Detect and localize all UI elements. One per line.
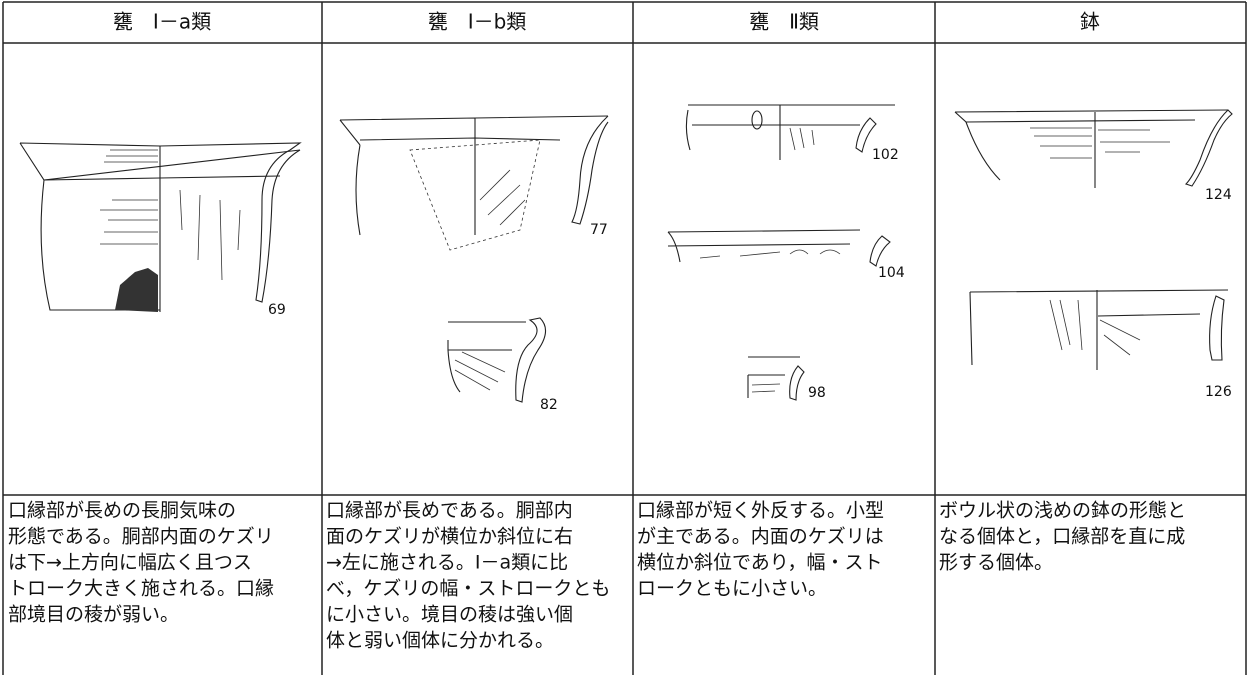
description-line: 口縁部が長めである。胴部内 <box>326 500 573 522</box>
figure-number: 104 <box>878 265 905 281</box>
description-line: トローク大きく施される。口縁 <box>8 578 274 600</box>
description-line: ロークともに小さい。 <box>637 578 827 600</box>
figure-number: 98 <box>808 385 826 401</box>
figure-number: 77 <box>590 222 608 238</box>
descriptions: 口縁部が長めの長胴気味の形態である。胴部内面のケズリは下→上方向に幅広く且つスト… <box>8 500 1186 652</box>
pottery-drawing: 69 <box>19 142 302 318</box>
figure-number: 82 <box>540 397 558 413</box>
description-line: →左に施される。Ⅰ－a類に比 <box>326 552 568 574</box>
description-line: なる個体と，口縁部を直に成 <box>939 526 1185 548</box>
description-line: は下→上方向に幅広く且つス <box>8 552 252 574</box>
description-line: 体と弱い個体に分かれる。 <box>326 630 554 652</box>
column-header: 甕 Ⅱ類 <box>749 10 819 34</box>
pottery-drawing: 124 126 <box>954 109 1233 400</box>
description-line: べ，ケズリの幅・ストロークとも <box>326 578 610 600</box>
description-line: 形態である。胴部内面のケズリ <box>8 526 274 548</box>
description-line: 面のケズリが横位か斜位に右 <box>326 526 573 548</box>
description-line: 部境目の稜が弱い。 <box>8 604 179 626</box>
column-header: 鉢 <box>1080 10 1100 34</box>
figure-number: 69 <box>268 302 286 318</box>
description-line: 横位か斜位であり，幅・スト <box>637 552 882 574</box>
column-header: 甕 Ⅰ－a類 <box>113 10 211 34</box>
description-line: 口縁部が短く外反する。小型 <box>637 500 884 522</box>
pottery-drawing: 77 82 <box>339 115 609 413</box>
description-line: 形する個体。 <box>939 552 1053 574</box>
description-line: に小さい。境目の稜は強い個 <box>326 604 573 626</box>
description-line: ボウル状の浅めの鉢の形態と <box>939 500 1186 522</box>
pottery-drawing: 102 104 98 <box>667 104 905 401</box>
description-line: が主である。内面のケズリは <box>637 526 884 548</box>
figure-number: 124 <box>1205 187 1232 203</box>
figure-number: 126 <box>1205 384 1232 400</box>
figure-number: 102 <box>872 147 899 163</box>
description-line: 口縁部が長めの長胴気味の <box>8 500 236 522</box>
column-header: 甕 Ⅰ－b類 <box>428 10 527 34</box>
